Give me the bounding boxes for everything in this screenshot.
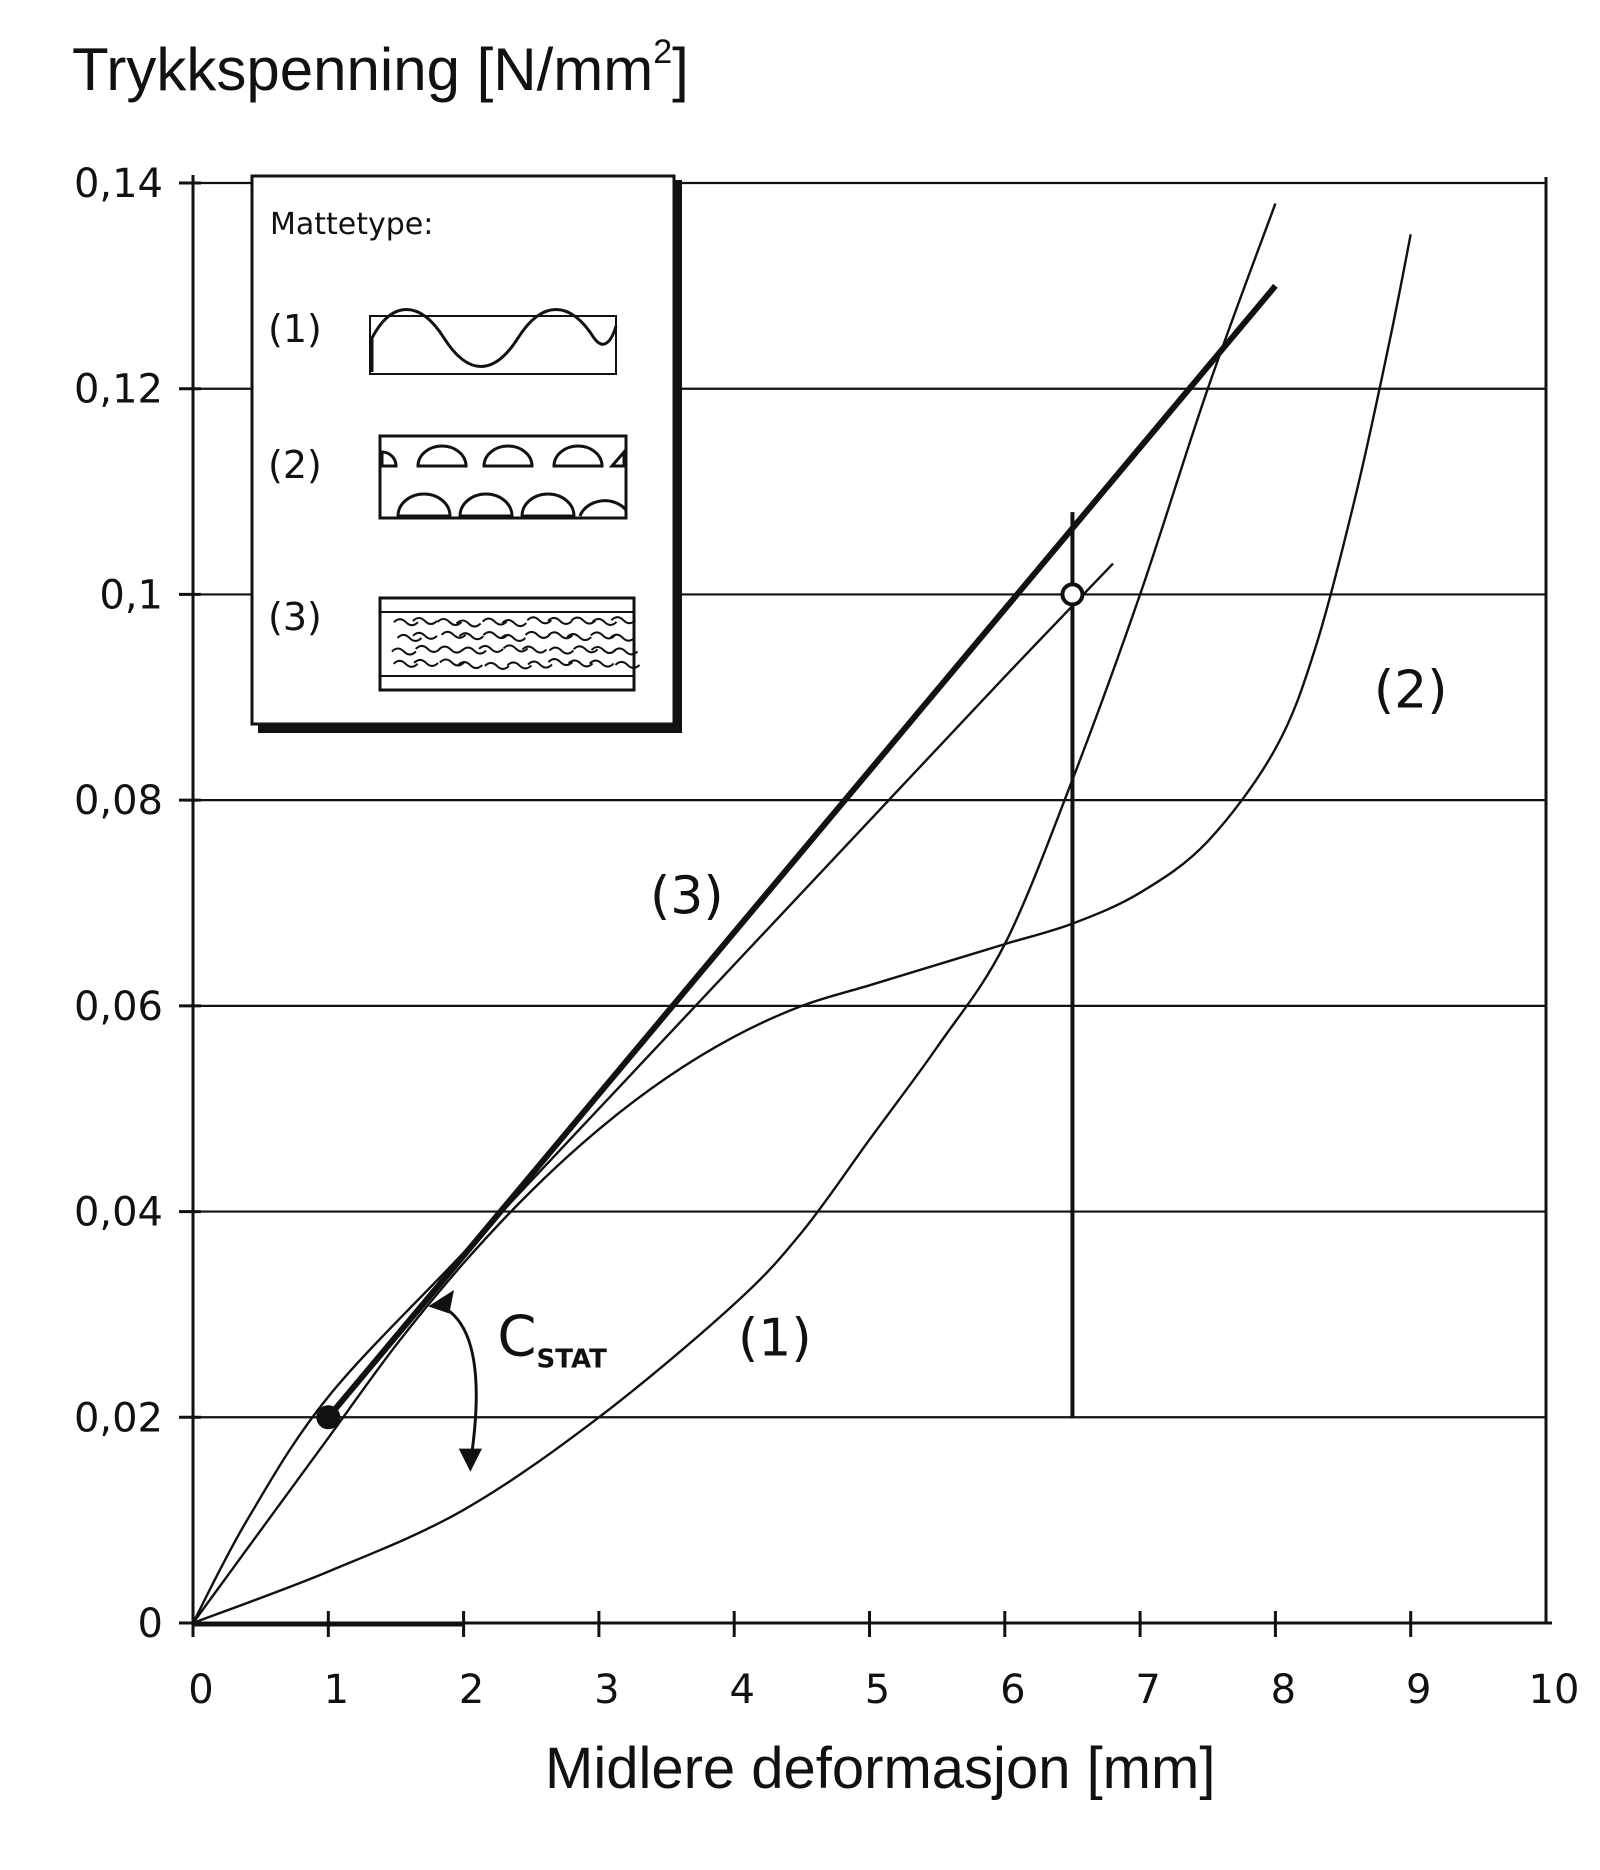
foam-squiggle [547, 658, 574, 667]
labels-layer: (1) (2) (3) CSTAT [497, 661, 1447, 1375]
foam-squiggle [439, 658, 465, 667]
y-tick-label-2: 0,04 [74, 1190, 163, 1236]
series-line-2 [192, 234, 1412, 1624]
series-label-1: (1) [738, 1309, 812, 1369]
foam-squiggle [588, 659, 615, 668]
x-tick-label-5: 5 [865, 1667, 890, 1713]
foam-squiggle [612, 647, 639, 656]
foam-squiggle [548, 646, 575, 655]
foam-squiggle [481, 617, 508, 626]
foam-squiggle [614, 660, 641, 669]
y-axis-title: Trykkspenning [N/mm2] [72, 35, 689, 100]
series-label-2: (2) [1374, 661, 1448, 721]
foam-squiggle [478, 644, 504, 653]
legend-entry-3-swatch [378, 596, 641, 692]
legend-title: Mattetype: [270, 207, 433, 242]
foam-squiggle [567, 659, 594, 668]
y-axis-title-main: Trykkspenning [N/mm [72, 36, 654, 103]
legend-shadow-right [673, 180, 682, 733]
foam-squiggle [396, 633, 423, 642]
foam-squiggle [458, 632, 485, 641]
cstat-label-subscript: STAT [537, 1345, 608, 1375]
foam-squiggle [610, 616, 637, 625]
foam-squiggle [526, 616, 553, 625]
series-layer [191, 203, 1412, 1625]
ticks-layer: 0 0,02 0,04 0,06 0,08 0,1 0,12 0,14 0 1 2 3 4 5 6 7 8 9 10 [74, 161, 1580, 1713]
x-tick-label-8: 8 [1271, 1667, 1296, 1713]
cstat-marker-1 [316, 1405, 341, 1430]
x-tick-label-3: 3 [594, 1667, 619, 1713]
foam-squiggle [440, 630, 467, 639]
foam-squiggle [412, 617, 438, 625]
foam-squiggle [590, 646, 617, 654]
foam-squiggle [570, 616, 597, 625]
cstat-arrow-start [428, 1290, 454, 1314]
y-tick-label-0: 0 [138, 1601, 163, 1647]
axes-layer [179, 175, 1552, 1635]
legend: Mattetype: (1) (2) (3) [250, 174, 682, 733]
foam-squiggle [609, 633, 636, 642]
x-axis-title: Midlere deformasjon [mm] [545, 1736, 1216, 1801]
foam-squiggle [393, 618, 419, 627]
x-tick-label-0: 0 [188, 1667, 213, 1713]
y-tick-label-7: 0,14 [74, 161, 163, 207]
foam-squiggle [413, 658, 439, 667]
y-tick-label-4: 0,08 [74, 778, 163, 824]
foam-squiggle [547, 616, 573, 625]
cstat-arrow-end [458, 1448, 482, 1472]
foam-squiggle [391, 647, 417, 656]
y-tick-label-3: 0,06 [74, 984, 163, 1030]
foam-squiggle [438, 645, 464, 654]
foam-squiggle [547, 631, 574, 640]
foam-squiggle [502, 644, 529, 653]
y-axis-title-superscript: 2 [653, 33, 673, 71]
foam-squiggle [455, 619, 482, 628]
foam-squiggle [415, 644, 441, 653]
cstat-line [325, 283, 1278, 1420]
x-tick-label-9: 9 [1406, 1667, 1431, 1713]
cstat-label: CSTAT [497, 1305, 607, 1375]
foam-squiggle [457, 661, 483, 670]
series-line-3 [191, 562, 1114, 1624]
legend-entry-1-label: (1) [268, 307, 322, 351]
y-axis-title-tail: ] [672, 36, 689, 103]
legend-entry-3-label: (3) [268, 595, 322, 639]
x-tick-label-1: 1 [324, 1667, 349, 1713]
legend-shadow-bottom [258, 724, 682, 733]
x-tick-label-4: 4 [729, 1667, 754, 1713]
legend-entry-2-label: (2) [268, 443, 322, 487]
foam-squiggle [484, 661, 510, 670]
x-tick-label-7: 7 [1135, 1667, 1160, 1713]
foam-squiggle [591, 617, 618, 626]
foam-squiggle [436, 618, 463, 626]
foam-squiggle [572, 645, 599, 654]
y-tick-label-5: 0,1 [99, 572, 163, 618]
series-line-1 [192, 203, 1277, 1625]
x-tick-label-6: 6 [1000, 1667, 1025, 1713]
foam-squiggle [482, 631, 509, 640]
foam-squiggle [412, 631, 438, 640]
x-tick-label-2: 2 [459, 1667, 484, 1713]
foam-squiggle [527, 660, 553, 669]
foam-squiggle [461, 646, 487, 655]
foam-squiggle [506, 661, 533, 670]
y-tick-label-1: 0,02 [74, 1395, 163, 1441]
foam-squiggle [566, 633, 592, 642]
foam-squiggle [521, 645, 548, 654]
legend-entry-1-swatch [369, 308, 618, 375]
legend-entry-2-swatch [378, 434, 628, 520]
foam-squiggle [501, 619, 528, 628]
cstat-angle-arc [436, 1302, 478, 1464]
x-tick-label-10: 10 [1529, 1667, 1580, 1713]
series-label-3: (3) [650, 866, 724, 926]
y-tick-label-6: 0,12 [74, 367, 163, 413]
foam-squiggle [524, 630, 551, 639]
cstat-marker-2 [1060, 582, 1085, 607]
foam-squiggle [500, 633, 527, 642]
foam-squiggle [392, 659, 419, 668]
